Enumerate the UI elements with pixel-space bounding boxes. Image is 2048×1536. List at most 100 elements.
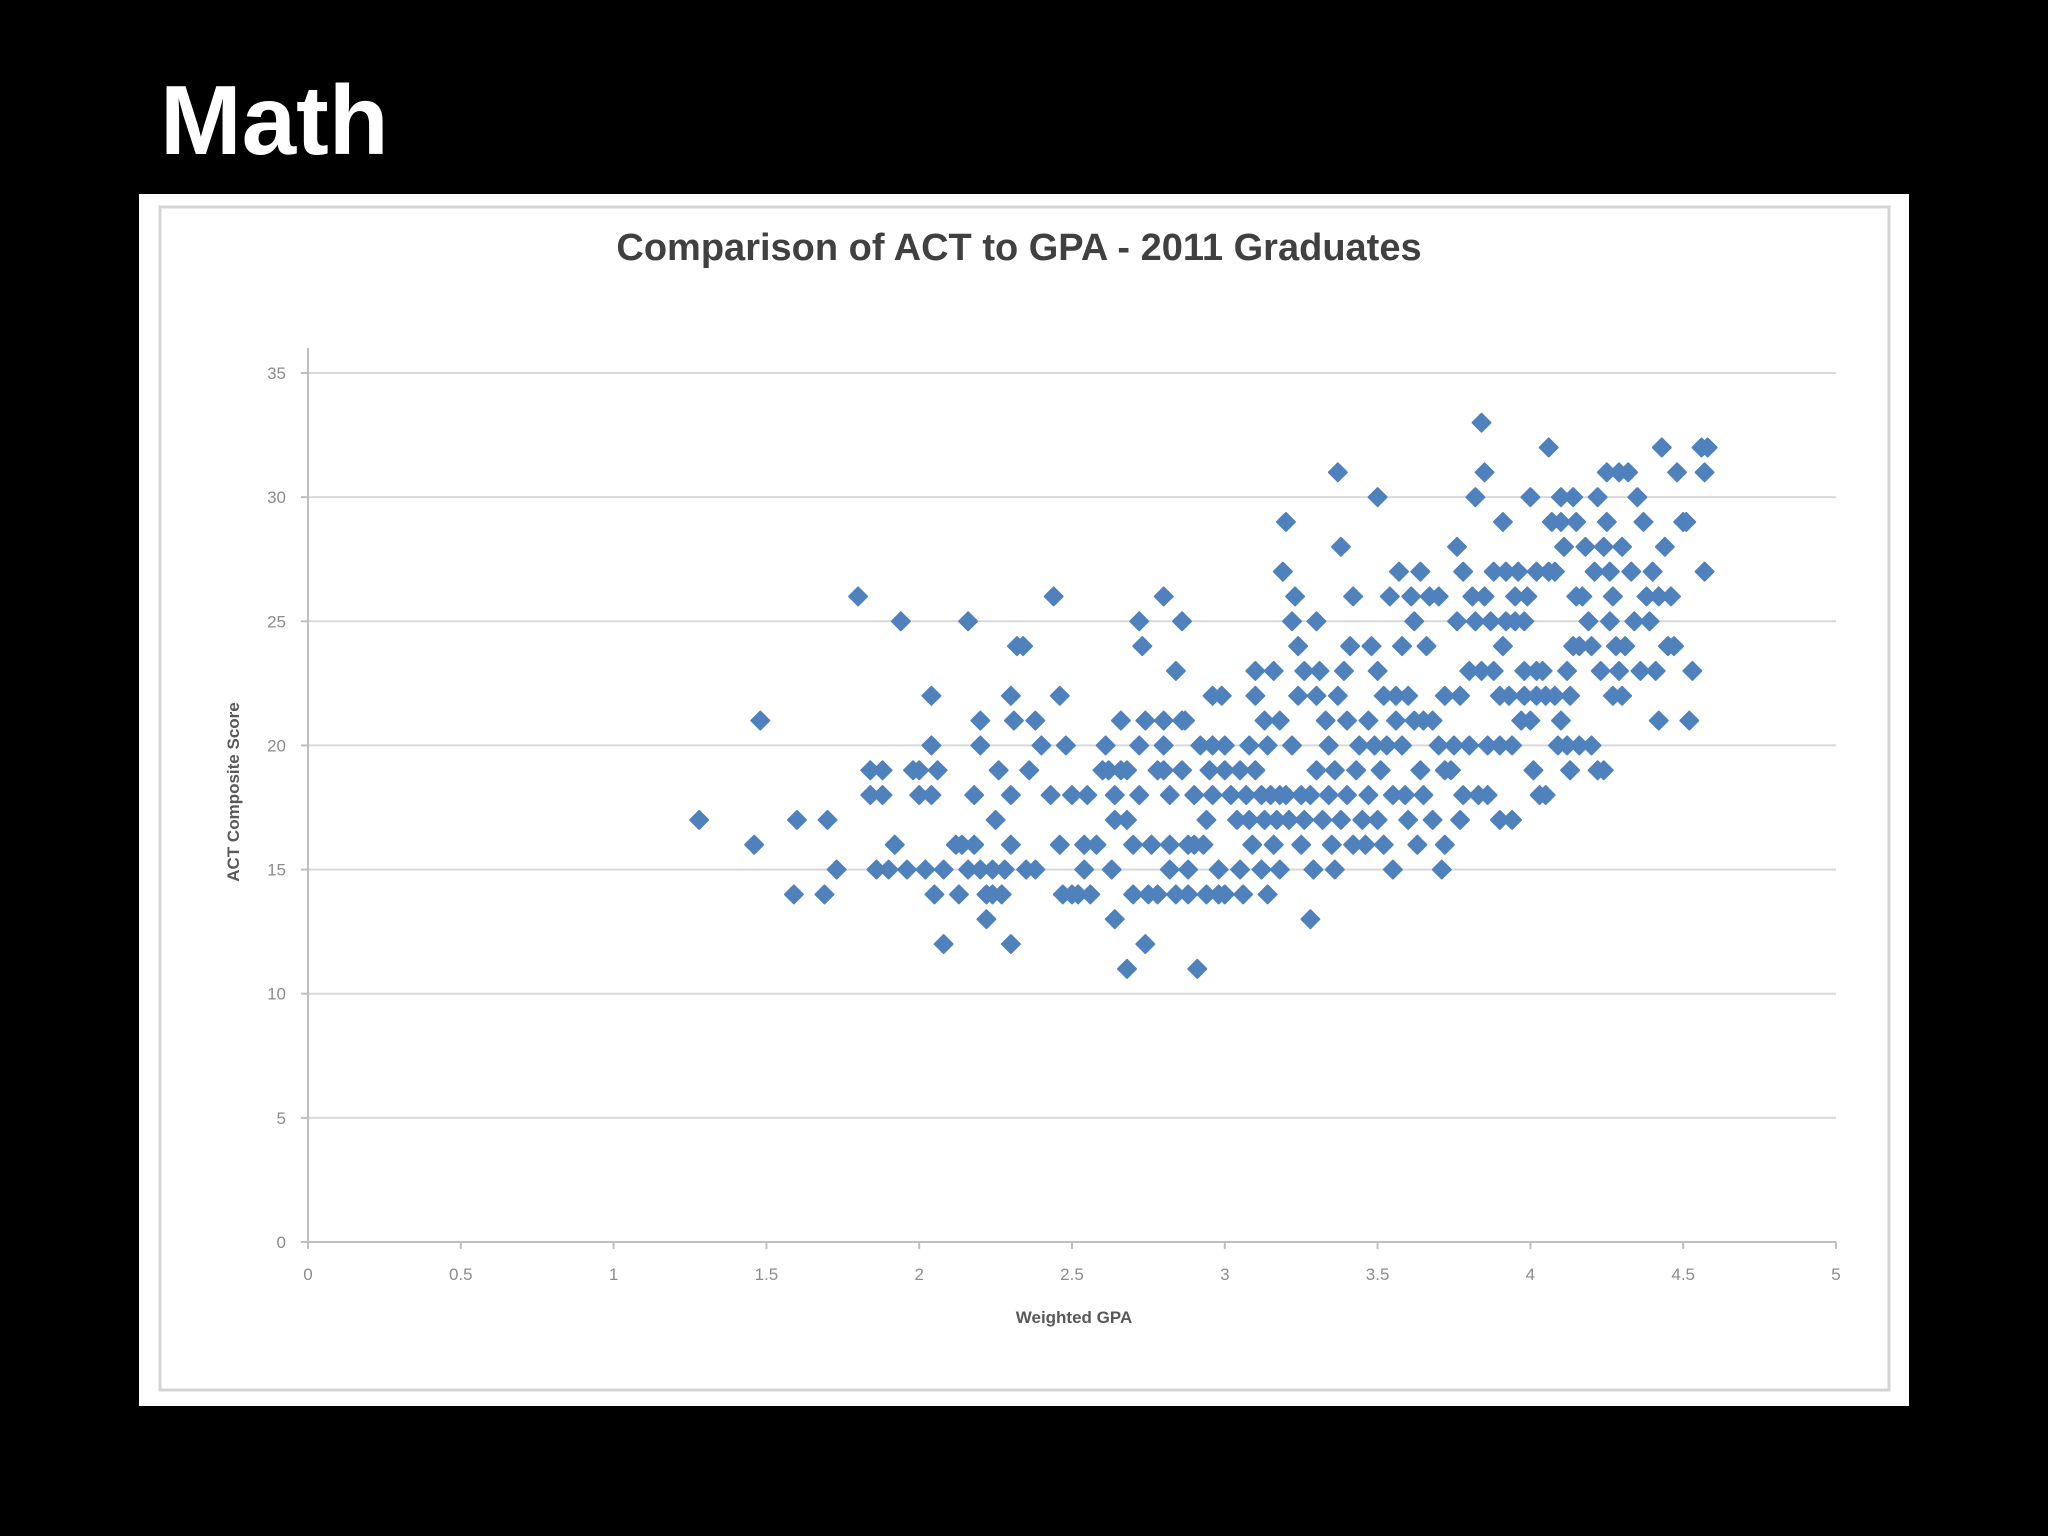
data-point	[1444, 735, 1464, 756]
data-point	[1593, 536, 1614, 557]
data-point	[1492, 636, 1513, 657]
data-point	[1300, 909, 1321, 930]
y-tick-label: 0	[277, 1233, 286, 1252]
data-point	[1239, 809, 1260, 830]
data-point	[1095, 735, 1116, 756]
data-point	[1428, 586, 1449, 607]
data-point	[1000, 785, 1021, 806]
data-point	[1165, 660, 1186, 681]
data-point	[1129, 735, 1150, 756]
data-point	[744, 834, 765, 855]
y-tick-label: 5	[277, 1109, 286, 1128]
x-tick-label: 5	[1831, 1265, 1840, 1284]
data-point	[1404, 611, 1425, 632]
data-point	[1303, 859, 1324, 880]
data-point	[1471, 412, 1492, 433]
data-point	[1599, 611, 1620, 632]
data-point	[1117, 958, 1138, 979]
data-point	[1211, 685, 1232, 706]
data-point	[1593, 760, 1614, 781]
data-point	[1230, 859, 1251, 880]
data-point	[1074, 859, 1095, 880]
data-point	[1269, 859, 1290, 880]
data-point	[1667, 462, 1688, 483]
data-point	[1172, 611, 1193, 632]
x-tick-label: 3.5	[1366, 1265, 1390, 1284]
slide-title: Math	[160, 65, 389, 175]
chart-border	[158, 205, 1891, 1392]
data-point	[958, 611, 979, 632]
data-point	[1153, 710, 1174, 731]
data-point	[1596, 511, 1617, 532]
data-point	[1654, 536, 1675, 557]
data-point	[826, 859, 847, 880]
data-point	[1043, 586, 1064, 607]
data-point	[1333, 660, 1354, 681]
data-point	[1676, 511, 1697, 532]
data-point	[1612, 685, 1633, 706]
data-point	[1306, 760, 1327, 781]
data-point	[1447, 536, 1468, 557]
data-point	[1306, 685, 1327, 706]
y-tick-label: 10	[267, 985, 286, 1004]
data-point	[1379, 586, 1400, 607]
y-tick-label: 25	[267, 612, 286, 631]
data-point	[1019, 760, 1040, 781]
data-point	[1178, 859, 1199, 880]
data-point	[1587, 487, 1608, 508]
data-point	[1602, 586, 1623, 607]
data-point	[1664, 636, 1685, 657]
data-point	[814, 884, 835, 905]
data-point	[750, 710, 771, 731]
data-point	[1465, 487, 1486, 508]
data-point	[1110, 710, 1131, 731]
data-point	[1141, 834, 1162, 855]
data-point	[1453, 561, 1474, 582]
data-point	[909, 760, 930, 781]
data-point	[1272, 561, 1293, 582]
data-point	[1520, 487, 1541, 508]
data-point	[1337, 710, 1358, 731]
data-point	[1407, 834, 1428, 855]
data-point	[1040, 785, 1061, 806]
data-point	[1175, 710, 1196, 731]
data-point	[1373, 834, 1394, 855]
data-point	[1000, 934, 1021, 955]
data-point	[1645, 660, 1666, 681]
data-point	[985, 809, 1006, 830]
data-point	[964, 785, 985, 806]
data-point	[1554, 536, 1575, 557]
data-point	[1566, 511, 1587, 532]
data-point	[1104, 785, 1125, 806]
data-point	[1330, 536, 1351, 557]
data-point	[1257, 735, 1278, 756]
data-point	[1431, 859, 1452, 880]
data-point	[689, 809, 710, 830]
data-point	[1159, 859, 1180, 880]
data-point	[1245, 685, 1266, 706]
data-point	[1428, 735, 1449, 756]
data-point	[1236, 785, 1257, 806]
data-point	[1581, 636, 1602, 657]
x-axis-title: Weighted GPA	[1016, 1308, 1133, 1327]
data-point	[1621, 561, 1642, 582]
data-point	[872, 785, 893, 806]
data-point	[1538, 437, 1559, 458]
data-point	[1340, 636, 1361, 657]
data-point	[1401, 586, 1422, 607]
x-tick-label: 1.5	[755, 1265, 779, 1284]
data-point	[970, 710, 991, 731]
data-point	[1077, 785, 1098, 806]
data-point	[921, 785, 942, 806]
data-point	[1422, 809, 1443, 830]
x-tick-label: 2	[914, 1265, 923, 1284]
data-point	[976, 909, 997, 930]
data-point	[1535, 785, 1556, 806]
data-point	[1282, 735, 1303, 756]
data-point	[1382, 859, 1403, 880]
data-point	[1453, 785, 1474, 806]
data-point	[1612, 536, 1633, 557]
data-point	[1321, 834, 1342, 855]
y-tick-label: 30	[267, 488, 286, 507]
data-point	[1251, 859, 1272, 880]
